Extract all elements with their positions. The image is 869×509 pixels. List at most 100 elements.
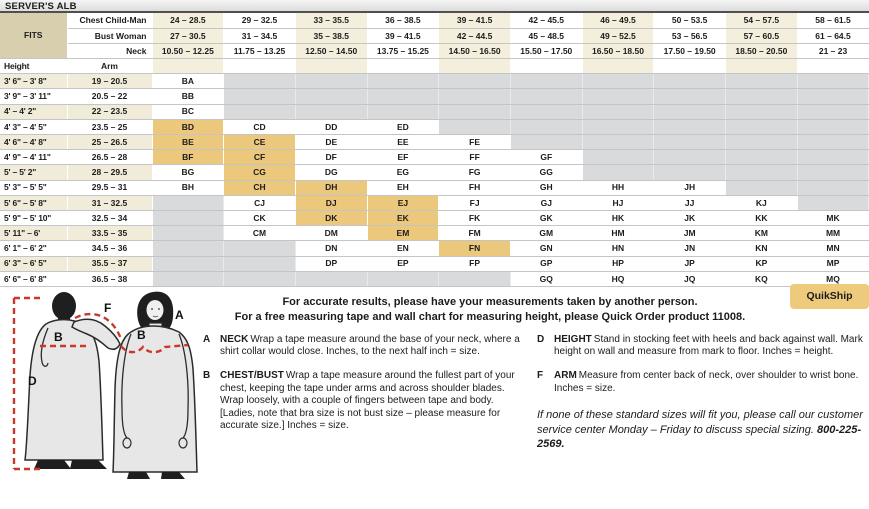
empty-cell — [152, 271, 225, 287]
size-code-DM: DM — [295, 225, 368, 242]
figure-label-d: D — [28, 374, 37, 388]
fit-range-cell: 46 – 49.5 — [582, 13, 655, 29]
empty-cell — [510, 119, 583, 136]
size-table-row: 4' 9" – 4' 11" 26.5 – 28 BF CF DF EF FF GF — [0, 149, 869, 166]
size-code-KN: KN — [725, 240, 798, 257]
empty-cell — [725, 119, 798, 136]
definition-f: F ARM Measure from center back of neck, ov… — [537, 370, 869, 395]
size-table-row: 5' – 5' 2" 28 – 29.5 BG CG DG EG FG GG — [0, 164, 869, 181]
size-code-MN: MN — [797, 240, 869, 257]
height-cell: 4' – 4' 2" — [0, 104, 68, 120]
empty-cell — [725, 104, 798, 120]
size-table-row: 5' 3" – 5' 5" 29.5 – 31 BH CH DH EH FH GH HH JH — [0, 180, 869, 196]
header-filler-cell — [295, 58, 368, 75]
fit-range-cell: 14.50 – 16.50 — [438, 43, 511, 60]
size-code-KK: KK — [725, 210, 798, 227]
empty-cell — [725, 164, 798, 181]
fit-range-cell: 10.50 – 12.25 — [152, 43, 225, 60]
empty-cell — [653, 134, 726, 151]
size-code-EG: EG — [367, 164, 440, 181]
size-table-row: 6' 1" – 6' 2" 34.5 – 36 DN EN FN GN HN JN KN MN — [0, 240, 869, 257]
fit-range-cell: 35 – 38.5 — [295, 28, 368, 44]
size-table: FITS Chest Child-Man 24 – 28.5 29 – 32.5 33 … — [0, 13, 869, 287]
empty-cell — [152, 256, 225, 272]
arm-cell: 29.5 – 31 — [67, 180, 153, 196]
fit-range-cell: 50 – 53.5 — [653, 13, 726, 29]
arm-cell: 31 – 32.5 — [67, 195, 153, 211]
size-code-HJ: HJ — [582, 195, 655, 211]
size-code-MM: MM — [797, 225, 869, 242]
size-code-JM: JM — [653, 225, 726, 242]
fit-range-cell: 33 – 35.5 — [295, 13, 368, 29]
empty-cell — [438, 119, 511, 136]
size-table-row: 4' 3" – 4' 5" 23.5 – 25 BD CD DD ED — [0, 119, 869, 136]
height-cell: 5' 11" – 6' — [0, 225, 68, 242]
empty-cell — [582, 134, 655, 151]
fit-row-label: Chest Child-Man — [67, 13, 153, 29]
empty-cell — [725, 149, 798, 166]
size-table-row: 4' – 4' 2" 22 – 23.5 BC — [0, 104, 869, 120]
empty-cell — [152, 225, 225, 242]
size-code-JP: JP — [653, 256, 726, 272]
header-filler-cell — [653, 58, 726, 75]
size-code-FH: FH — [438, 180, 511, 196]
fit-range-cell: 11.75 – 13.25 — [223, 43, 296, 60]
instructions-section: QuikShip For accurate results, please ha… — [0, 283, 869, 483]
size-code-GM: GM — [510, 225, 583, 242]
size-code-BF: BF — [152, 149, 225, 166]
size-code-CG: CG — [223, 164, 296, 181]
fit-range-cell: 29 – 32.5 — [223, 13, 296, 29]
fit-range-cell: 13.75 – 15.25 — [367, 43, 440, 60]
empty-cell — [295, 104, 368, 120]
height-cell: 5' 9" – 5' 10" — [0, 210, 68, 227]
empty-cell — [223, 73, 296, 90]
header-filler-cell — [582, 58, 655, 75]
size-code-EN: EN — [367, 240, 440, 257]
size-code-FE: FE — [438, 134, 511, 151]
size-code-GJ: GJ — [510, 195, 583, 211]
figure-label-b-front: B — [137, 328, 146, 342]
empty-cell — [653, 104, 726, 120]
empty-cell — [367, 73, 440, 90]
size-code-JK: JK — [653, 210, 726, 227]
empty-cell — [797, 88, 869, 105]
empty-cell — [510, 104, 583, 120]
height-cell: 3' 6" – 3' 8" — [0, 73, 68, 90]
empty-cell — [582, 164, 655, 181]
size-code-JJ: JJ — [653, 195, 726, 211]
size-table-row: 3' 6" – 3' 8" 19 – 20.5 BA — [0, 73, 869, 90]
size-code-FN: FN — [438, 240, 511, 257]
size-code-GK: GK — [510, 210, 583, 227]
size-code-DK: DK — [295, 210, 368, 227]
definition-text: Measure from center back of neck, over s… — [554, 370, 859, 394]
fit-range-cell: 42 – 44.5 — [438, 28, 511, 44]
customer-service-phone: 800-225-2569. — [537, 423, 862, 450]
height-column-header: Height — [0, 58, 68, 75]
size-code-EK: EK — [367, 210, 440, 227]
empty-cell — [152, 195, 225, 211]
fit-range-cell: 54 – 57.5 — [725, 13, 798, 29]
empty-cell — [223, 271, 296, 287]
header-filler-cell — [152, 58, 225, 75]
size-code-GP: GP — [510, 256, 583, 272]
empty-cell — [295, 73, 368, 90]
size-code-FP: FP — [438, 256, 511, 272]
empty-cell — [797, 195, 869, 211]
size-table-row: 3' 9" – 3' 11" 20.5 – 22 BB — [0, 88, 869, 105]
size-table-row: 5' 11" – 6' 33.5 – 35 CM DM EM FM GM HM JM KM MM — [0, 225, 869, 242]
size-code-FM: FM — [438, 225, 511, 242]
size-code-BG: BG — [152, 164, 225, 181]
header-filler-cell — [223, 58, 296, 75]
size-table-row: 5' 6" – 5' 8" 31 – 32.5 CJ DJ EJ FJ GJ HJ JJ KJ — [0, 195, 869, 211]
empty-cell — [510, 88, 583, 105]
header-filler-cell — [438, 58, 511, 75]
empty-cell — [653, 88, 726, 105]
size-code-HM: HM — [582, 225, 655, 242]
height-cell: 3' 9" – 3' 11" — [0, 88, 68, 105]
size-code-GN: GN — [510, 240, 583, 257]
arm-cell: 22 – 23.5 — [67, 104, 153, 120]
height-cell: 6' 3" – 6' 5" — [0, 256, 68, 272]
size-table-row: 4' 6" – 4' 8" 25 – 26.5 BE CE DE EE FE — [0, 134, 869, 151]
quikship-button[interactable]: QuikShip — [790, 283, 869, 309]
size-code-CM: CM — [223, 225, 296, 242]
